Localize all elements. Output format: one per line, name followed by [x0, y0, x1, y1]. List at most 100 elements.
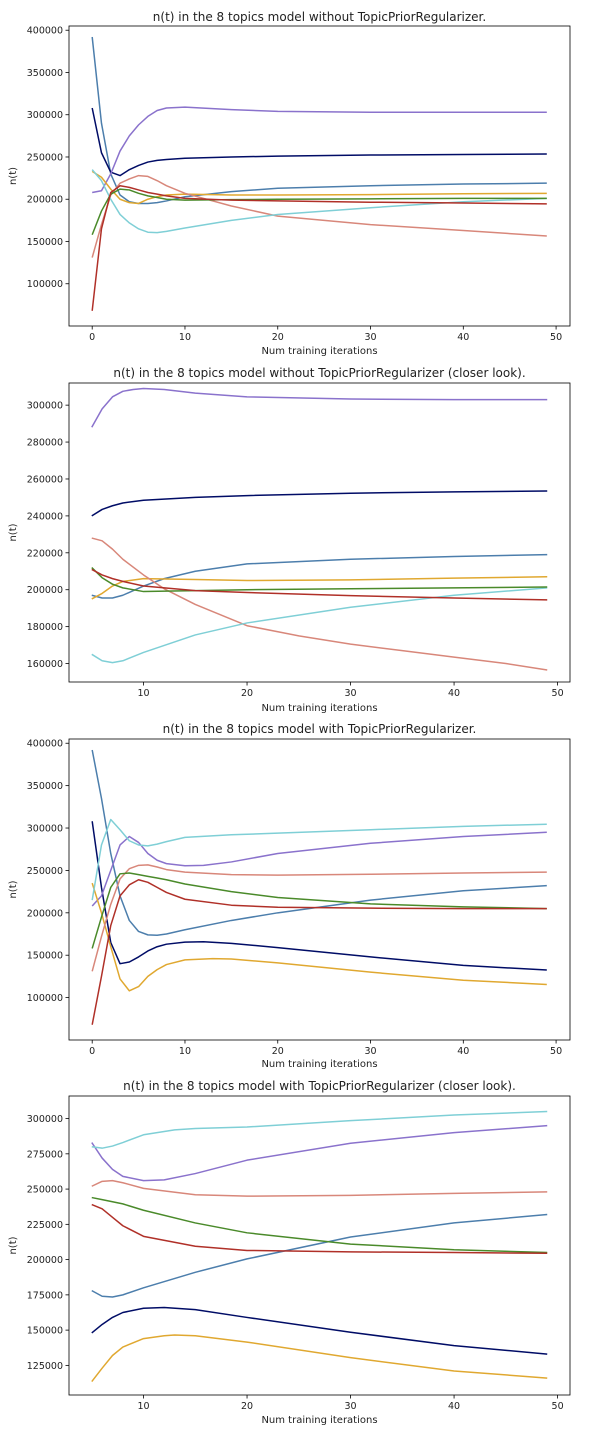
x-tick-label: 30	[345, 688, 357, 699]
y-tick-label: 200000	[27, 195, 63, 206]
y-tick-label: 180000	[27, 622, 63, 633]
x-tick-label: 10	[179, 1046, 191, 1057]
series-line-2	[91, 490, 548, 517]
x-tick-label: 10	[137, 1401, 149, 1412]
series-line-7	[91, 567, 548, 593]
x-tick-label: 20	[272, 332, 284, 343]
x-tick-label: 50	[552, 688, 564, 699]
y-tick-label: 350000	[27, 781, 63, 792]
series-group	[91, 1110, 548, 1383]
series-line-1	[91, 1213, 548, 1298]
chart-2: n(t) in the 8 topics model without Topic…	[8, 366, 571, 714]
y-tick-label: 300000	[27, 824, 63, 835]
y-tick-label: 160000	[27, 659, 63, 670]
series-line-7	[91, 872, 547, 949]
y-axis-label: n(t)	[8, 523, 19, 541]
series-line-4	[91, 576, 548, 600]
x-tick-label: 20	[241, 1401, 253, 1412]
y-tick-label: 220000	[27, 548, 63, 559]
y-axis-label: n(t)	[8, 167, 19, 185]
y-tick-label: 350000	[27, 68, 63, 79]
series-line-3	[91, 831, 547, 907]
series-line-6	[91, 818, 547, 901]
y-tick-label: 150000	[27, 1326, 63, 1337]
series-line-6	[91, 587, 548, 664]
x-axis-label: Num training iterations	[261, 703, 377, 714]
series-line-5	[91, 1179, 548, 1197]
series-line-1	[91, 749, 547, 937]
y-tick-label: 250000	[27, 152, 63, 163]
x-tick-label: 40	[448, 1401, 460, 1412]
x-tick-label: 40	[448, 688, 460, 699]
chart-title: n(t) in the 8 topics model with TopicPri…	[123, 1079, 516, 1093]
x-axis-label: Num training iterations	[261, 346, 377, 357]
x-tick-label: 40	[457, 332, 469, 343]
axes-frame	[68, 738, 571, 1041]
y-tick-label: 400000	[27, 26, 63, 37]
series-line-3	[91, 387, 548, 428]
y-tick-label: 250000	[27, 866, 63, 877]
x-tick-label: 0	[89, 332, 95, 343]
series-line-8	[91, 184, 547, 311]
y-tick-label: 200000	[27, 908, 63, 919]
series-line-5	[91, 864, 547, 972]
chart-title: n(t) in the 8 topics model without Topic…	[113, 366, 525, 380]
y-tick-label: 100000	[27, 279, 63, 290]
y-tick-label: 225000	[27, 1220, 63, 1231]
x-tick-label: 30	[345, 1401, 357, 1412]
y-tick-label: 275000	[27, 1149, 63, 1160]
chart-1: n(t) in the 8 topics model without Topic…	[8, 10, 571, 357]
x-tick-label: 30	[364, 332, 376, 343]
axes-frame	[68, 25, 571, 327]
series-line-8	[91, 568, 548, 601]
y-axis-label: n(t)	[8, 880, 19, 898]
series-line-2	[91, 1306, 548, 1355]
x-tick-label: 20	[241, 688, 253, 699]
series-line-6	[91, 169, 547, 234]
y-tick-label: 260000	[27, 474, 63, 485]
series-line-7	[91, 188, 547, 236]
series-line-5	[91, 174, 547, 258]
series-line-1	[91, 36, 547, 205]
x-tick-label: 50	[550, 1046, 562, 1057]
y-tick-label: 300000	[27, 401, 63, 412]
x-tick-label: 10	[137, 688, 149, 699]
y-tick-label: 280000	[27, 438, 63, 449]
chart-title: n(t) in the 8 topics model without Topic…	[153, 10, 486, 24]
x-tick-label: 50	[550, 332, 562, 343]
series-line-3	[91, 1124, 548, 1182]
series-line-4	[91, 882, 547, 992]
series-line-5	[91, 537, 548, 671]
chart-4: n(t) in the 8 topics model with TopicPri…	[8, 1079, 571, 1426]
y-tick-label: 200000	[27, 585, 63, 596]
y-tick-label: 250000	[27, 1185, 63, 1196]
y-tick-label: 400000	[27, 739, 63, 750]
axes-frame	[68, 1095, 571, 1396]
x-tick-label: 0	[89, 1046, 95, 1057]
y-tick-label: 300000	[27, 110, 63, 121]
axes-frame	[68, 382, 571, 683]
y-tick-label: 150000	[27, 237, 63, 248]
series-group	[91, 36, 547, 311]
series-line-8	[91, 879, 547, 1025]
x-tick-label: 10	[179, 332, 191, 343]
x-tick-label: 40	[457, 1046, 469, 1057]
series-line-2	[91, 107, 547, 177]
x-axis-label: Num training iterations	[261, 1415, 377, 1426]
x-tick-label: 30	[364, 1046, 376, 1057]
x-axis-label: Num training iterations	[261, 1059, 377, 1070]
y-axis-label: n(t)	[8, 1236, 19, 1254]
x-tick-label: 20	[272, 1046, 284, 1057]
chart-title: n(t) in the 8 topics model with TopicPri…	[163, 722, 477, 736]
y-tick-label: 175000	[27, 1290, 63, 1301]
series-group	[91, 749, 547, 1025]
x-tick-label: 50	[552, 1401, 564, 1412]
series-line-2	[91, 821, 547, 971]
series-group	[91, 387, 548, 671]
y-tick-label: 150000	[27, 951, 63, 962]
series-line-7	[91, 1196, 548, 1254]
series-line-3	[92, 106, 547, 194]
y-tick-label: 125000	[27, 1361, 63, 1372]
y-tick-label: 300000	[27, 1114, 63, 1125]
